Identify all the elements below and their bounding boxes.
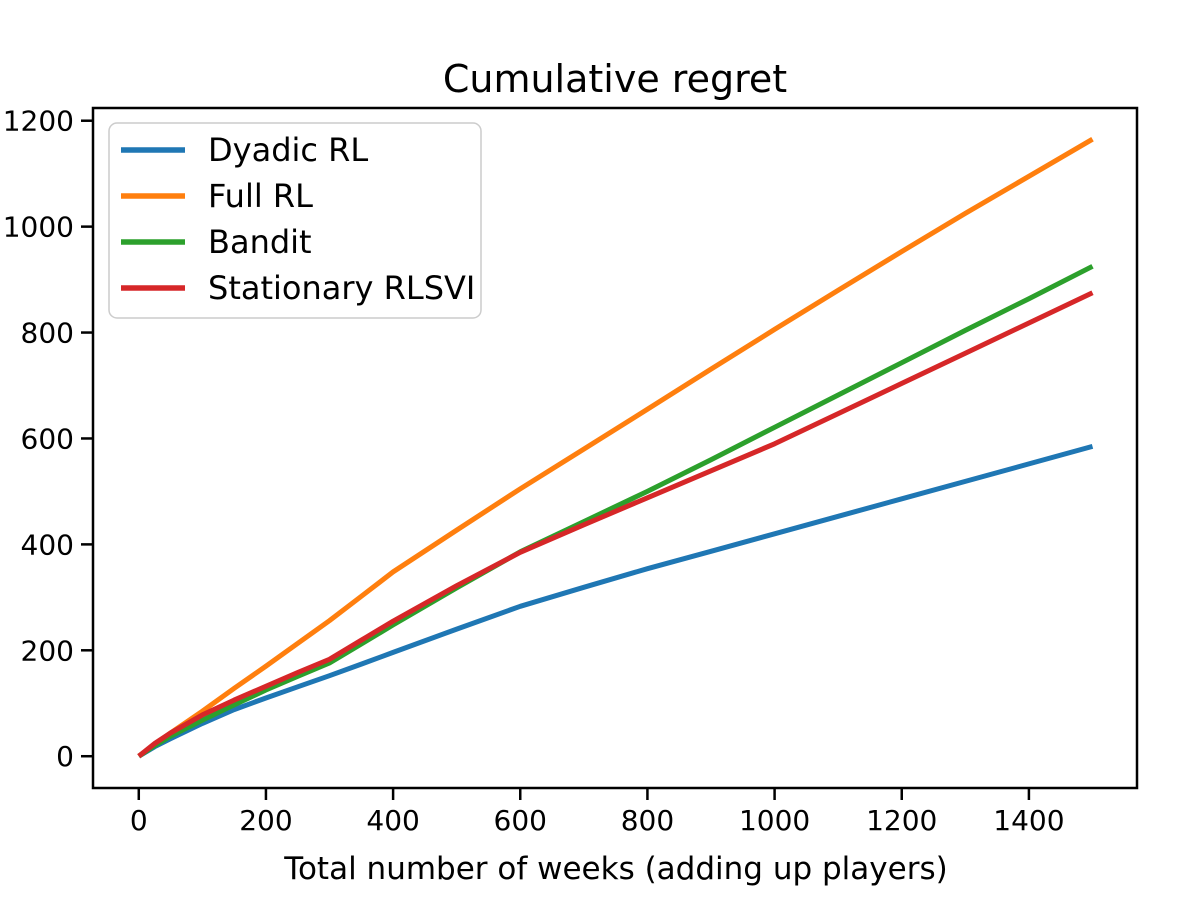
y-tick-label: 1000 (3, 211, 74, 244)
series-line-stationary-rlsvi (137, 290, 1094, 759)
legend-label-full-rl: Full RL (208, 177, 313, 215)
y-tick-label: 400 (21, 528, 74, 561)
x-tick-label: 600 (494, 804, 547, 837)
legend-label-dyadic-rl: Dyadic RL (208, 131, 368, 169)
legend-label-bandit: Bandit (208, 223, 312, 261)
x-tick-label: 400 (366, 804, 419, 837)
x-tick-label: 0 (130, 804, 148, 837)
chart-title: Cumulative regret (443, 57, 787, 101)
x-tick-label: 800 (621, 804, 674, 837)
x-axis-label: Total number of weeks (adding up players… (283, 851, 947, 887)
axes-spines (91, 106, 1139, 790)
y-axis-ticks: 0 200 400 600 800 1000 1200 (3, 105, 93, 773)
series-line-full-rl (137, 137, 1094, 759)
y-tick-label: 800 (21, 317, 74, 350)
x-tick-label: 1400 (993, 804, 1064, 837)
y-tick-label: 0 (56, 740, 74, 773)
series-line-dyadic-rl (137, 443, 1094, 759)
legend-label-stationary-rlsvi: Stationary RLSVI (208, 269, 475, 307)
legend-box (108, 122, 482, 319)
y-tick-label: 200 (21, 634, 74, 667)
axes-frame (91, 106, 1139, 790)
x-tick-label: 1200 (866, 804, 937, 837)
legend: Dyadic RL Full RL Bandit Stationary RLSVI (108, 122, 482, 319)
x-axis-ticks: 0 200 400 600 800 1000 1200 1400 (130, 788, 1065, 837)
x-tick-label: 200 (239, 804, 292, 837)
series-lines (137, 137, 1094, 759)
y-tick-label: 600 (21, 422, 74, 455)
y-tick-label: 1200 (3, 105, 74, 138)
x-tick-label: 1000 (739, 804, 810, 837)
